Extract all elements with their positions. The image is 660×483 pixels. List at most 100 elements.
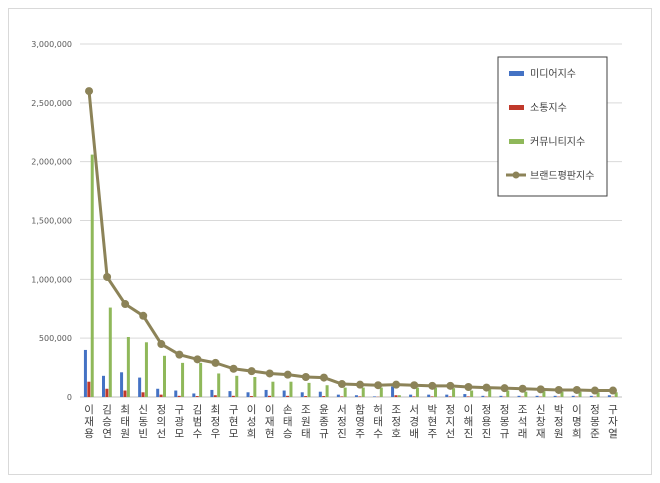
line-point xyxy=(500,384,509,393)
bar-커뮤니티지수 xyxy=(452,388,456,397)
bar-커뮤니티지수 xyxy=(199,362,203,397)
bar-소통지수 xyxy=(430,396,434,397)
bar-커뮤니티지수 xyxy=(434,387,437,397)
bar-소통지수 xyxy=(268,395,271,397)
line-point xyxy=(301,372,310,381)
bar-미디어지수 xyxy=(174,390,178,397)
bar-커뮤니티지수 xyxy=(235,375,239,397)
y-tick-label: 500,000 xyxy=(39,334,72,343)
bar-커뮤니티지수 xyxy=(108,307,112,397)
bar-소통지수 xyxy=(304,396,308,397)
bar-커뮤니티지수 xyxy=(397,395,401,397)
bar-소통지수 xyxy=(322,396,326,397)
line-point xyxy=(265,369,274,378)
line-point xyxy=(482,383,491,392)
line-point xyxy=(193,355,202,364)
bar-소통지수 xyxy=(195,396,199,397)
bar-미디어지수 xyxy=(156,388,160,397)
bar-미디어지수 xyxy=(391,386,395,397)
bar-커뮤니티지수 xyxy=(343,387,347,397)
bar-소통지수 xyxy=(358,396,362,397)
bar-소통지수 xyxy=(340,396,344,397)
bar-커뮤니티지수 xyxy=(307,382,311,397)
bar-커뮤니티지수 xyxy=(144,342,148,397)
line-point xyxy=(572,385,581,394)
line-point xyxy=(103,272,112,281)
bar-미디어지수 xyxy=(373,396,376,397)
bar-미디어지수 xyxy=(210,389,214,397)
line-point xyxy=(590,386,599,395)
line-point xyxy=(518,384,527,393)
bar-소통지수 xyxy=(466,396,470,397)
bar-커뮤니티지수 xyxy=(379,387,383,397)
bar-커뮤니티지수 xyxy=(325,385,329,397)
bar-소통지수 xyxy=(159,394,163,397)
y-tick-label: 3,000,000 xyxy=(31,40,72,49)
bar-커뮤니티지수 xyxy=(470,390,474,397)
legend-label: 소통지수 xyxy=(530,102,567,114)
line-point xyxy=(121,300,130,309)
line-point xyxy=(374,381,383,390)
bar-커뮤니티지수 xyxy=(596,392,600,397)
bar-미디어지수 xyxy=(553,395,557,397)
line-point xyxy=(175,350,184,359)
bar-미디어지수 xyxy=(102,375,105,397)
bar-미디어지수 xyxy=(517,395,521,397)
bar-미디어지수 xyxy=(336,394,340,397)
bar-소통지수 xyxy=(394,395,398,397)
line-point xyxy=(446,381,455,390)
bar-커뮤니티지수 xyxy=(524,391,528,397)
bar-소통지수 xyxy=(249,396,253,397)
bar-미디어지수 xyxy=(481,395,485,397)
bar-소통지수 xyxy=(87,381,91,397)
line-point xyxy=(139,311,148,320)
bar-소통지수 xyxy=(231,395,235,397)
bar-미디어지수 xyxy=(535,395,539,397)
bar-미디어지수 xyxy=(83,349,87,397)
bar-커뮤니티지수 xyxy=(542,391,546,397)
line-point xyxy=(229,364,238,373)
bar-미디어지수 xyxy=(589,395,593,397)
line-point xyxy=(319,373,328,382)
bar-미디어지수 xyxy=(318,391,322,397)
bar-미디어지수 xyxy=(246,392,250,397)
bar-미디어지수 xyxy=(264,389,268,397)
line-point xyxy=(608,386,617,395)
bar-커뮤니티지수 xyxy=(289,381,293,397)
bar-미디어지수 xyxy=(192,393,196,397)
y-tick-label: 0 xyxy=(67,393,72,402)
bar-커뮤니티지수 xyxy=(578,391,582,397)
bar-미디어지수 xyxy=(228,391,232,397)
line-point xyxy=(536,385,545,394)
bar-미디어지수 xyxy=(427,394,431,397)
bar-미디어지수 xyxy=(499,395,503,397)
line-point xyxy=(554,385,563,394)
y-tick-label: 2,500,000 xyxy=(31,99,72,108)
bar-커뮤니티지수 xyxy=(415,387,419,397)
line-point xyxy=(85,87,94,96)
bar-미디어지수 xyxy=(282,390,286,397)
legend-swatch-marker xyxy=(512,171,520,179)
